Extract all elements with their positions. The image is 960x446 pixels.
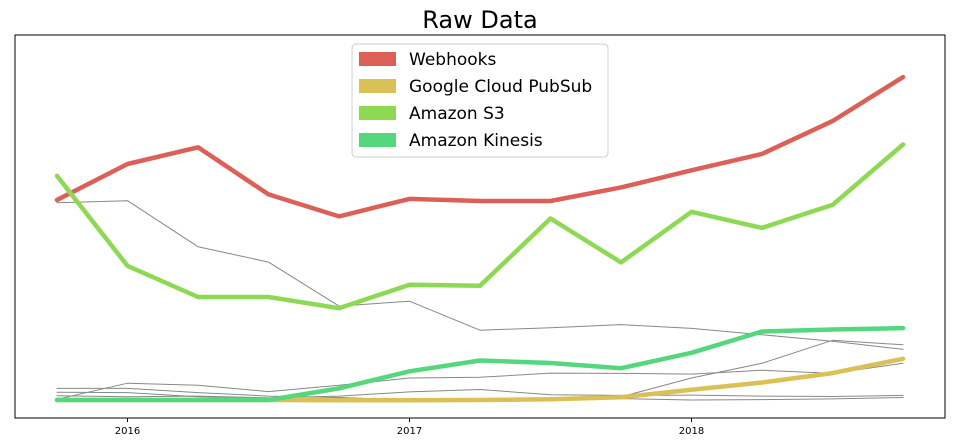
plot-frame	[14, 34, 946, 419]
series-line-google-cloud-pubsub	[54, 356, 906, 403]
series-line-other-4	[56, 200, 904, 350]
legend-label-google-cloud-pubsub: Google Cloud PubSub	[409, 77, 592, 97]
series-line-webhooks	[54, 74, 906, 219]
x-axis: 2016 2017 2018	[115, 418, 704, 437]
legend: Webhooks Google Cloud PubSub Amazon S3 Amaz…	[351, 43, 609, 158]
legend-label-webhooks: Webhooks	[409, 50, 496, 70]
chart-title: Raw Data	[422, 6, 537, 34]
legend-swatch-google-cloud-pubsub	[359, 79, 396, 93]
series-line-other-6	[56, 362, 904, 400]
series-line-other-5	[56, 339, 904, 401]
legend-swatch-amazon-kinesis	[359, 133, 396, 147]
legend-swatch-amazon-s3	[359, 106, 396, 120]
plot-lines	[54, 74, 906, 403]
x-tick-label-2017: 2017	[397, 426, 422, 437]
x-tick-label-2018: 2018	[679, 426, 704, 437]
series-line-other-7	[56, 389, 904, 399]
legend-label-amazon-s3: Amazon S3	[409, 104, 505, 124]
legend-box	[351, 43, 609, 158]
legend-swatch-webhooks	[359, 52, 396, 66]
legend-label-amazon-kinesis: Amazon Kinesis	[409, 131, 543, 151]
series-line-amazon-s3	[54, 142, 906, 311]
x-tick-label-2016: 2016	[115, 426, 140, 437]
series-line-amazon-kinesis	[54, 325, 906, 403]
